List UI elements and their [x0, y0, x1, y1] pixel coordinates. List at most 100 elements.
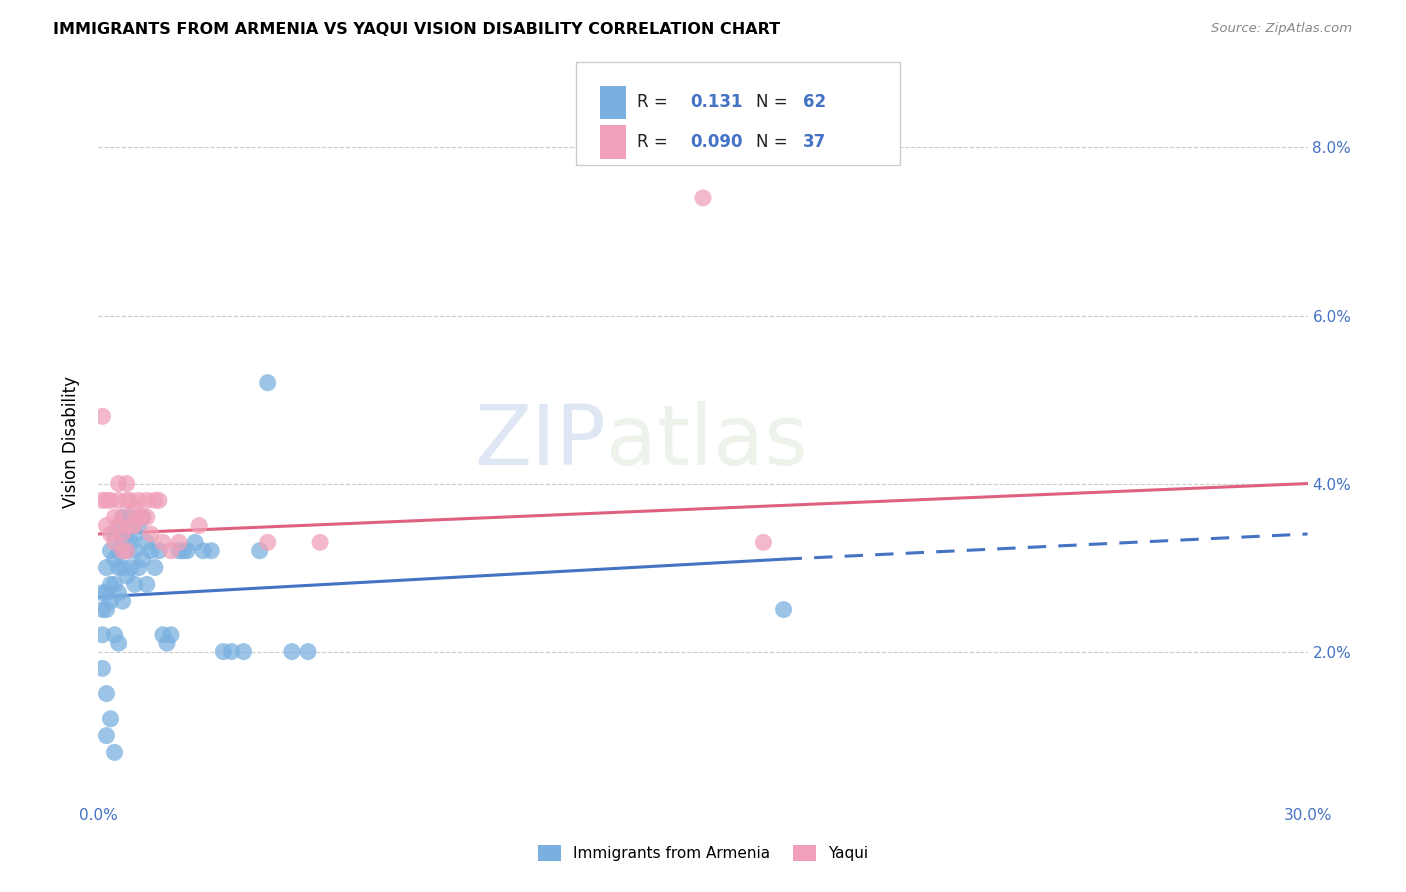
Point — [139, 543, 162, 558]
Point — [232, 644, 254, 658]
Point — [156, 636, 179, 650]
Point — [256, 535, 278, 549]
Point — [212, 644, 235, 658]
Point — [100, 712, 122, 726]
Legend: Immigrants from Armenia, Yaqui: Immigrants from Armenia, Yaqui — [531, 839, 875, 867]
Point — [100, 577, 122, 591]
Text: N =: N = — [756, 94, 787, 112]
Point — [772, 602, 794, 616]
Point — [103, 577, 125, 591]
Point — [115, 518, 138, 533]
Point — [120, 510, 142, 524]
Point — [91, 628, 114, 642]
Point — [115, 476, 138, 491]
Point — [100, 527, 122, 541]
Text: N =: N = — [756, 133, 787, 151]
Point — [111, 510, 134, 524]
Point — [249, 543, 271, 558]
Point — [107, 518, 129, 533]
Point — [297, 644, 319, 658]
Point — [91, 409, 114, 424]
Point — [193, 543, 215, 558]
Point — [107, 543, 129, 558]
Point — [96, 602, 118, 616]
Text: 62: 62 — [803, 94, 825, 112]
Point — [167, 535, 190, 549]
Point — [96, 687, 118, 701]
Point — [200, 543, 222, 558]
Point — [107, 493, 129, 508]
Point — [111, 535, 134, 549]
Point — [96, 729, 118, 743]
Point — [91, 661, 114, 675]
Point — [132, 552, 155, 566]
Point — [103, 527, 125, 541]
Point — [96, 586, 118, 600]
Point — [188, 518, 211, 533]
Point — [132, 510, 155, 524]
Point — [115, 493, 138, 508]
Point — [103, 510, 125, 524]
Point — [91, 602, 114, 616]
Point — [172, 543, 194, 558]
Point — [143, 560, 166, 574]
Point — [115, 543, 138, 558]
Point — [128, 560, 150, 574]
Point — [135, 577, 157, 591]
Point — [135, 493, 157, 508]
Point — [91, 586, 114, 600]
Point — [103, 745, 125, 759]
Point — [309, 535, 332, 549]
Point — [135, 510, 157, 524]
Point — [120, 493, 142, 508]
Text: IMMIGRANTS FROM ARMENIA VS YAQUI VISION DISABILITY CORRELATION CHART: IMMIGRANTS FROM ARMENIA VS YAQUI VISION … — [53, 22, 780, 37]
Point — [139, 527, 162, 541]
Text: 37: 37 — [803, 133, 827, 151]
Point — [124, 527, 146, 541]
Point — [96, 560, 118, 574]
Point — [128, 518, 150, 533]
Point — [152, 535, 174, 549]
Point — [176, 543, 198, 558]
Point — [281, 644, 304, 658]
Point — [752, 535, 775, 549]
Point — [160, 543, 183, 558]
Point — [103, 535, 125, 549]
Point — [148, 493, 170, 508]
Point — [124, 577, 146, 591]
Point — [120, 518, 142, 533]
Point — [107, 476, 129, 491]
Point — [107, 586, 129, 600]
Text: atlas: atlas — [606, 401, 808, 482]
Point — [692, 191, 714, 205]
Point — [184, 535, 207, 549]
Point — [107, 560, 129, 574]
Point — [96, 493, 118, 508]
Point — [103, 628, 125, 642]
Text: R =: R = — [637, 94, 668, 112]
Point — [124, 501, 146, 516]
Point — [107, 518, 129, 533]
Point — [124, 518, 146, 533]
Y-axis label: Vision Disability: Vision Disability — [62, 376, 80, 508]
Point — [111, 543, 134, 558]
Point — [115, 569, 138, 583]
Point — [111, 527, 134, 541]
Point — [111, 560, 134, 574]
Point — [124, 543, 146, 558]
Point — [120, 560, 142, 574]
Point — [167, 543, 190, 558]
Point — [115, 543, 138, 558]
Text: 0.131: 0.131 — [690, 94, 742, 112]
Text: 0.090: 0.090 — [690, 133, 742, 151]
Point — [111, 510, 134, 524]
Point — [100, 594, 122, 608]
Point — [120, 535, 142, 549]
Point — [148, 543, 170, 558]
Point — [111, 594, 134, 608]
Text: R =: R = — [637, 133, 668, 151]
Text: ZIP: ZIP — [474, 401, 606, 482]
Point — [132, 510, 155, 524]
Point — [91, 493, 114, 508]
Point — [221, 644, 243, 658]
